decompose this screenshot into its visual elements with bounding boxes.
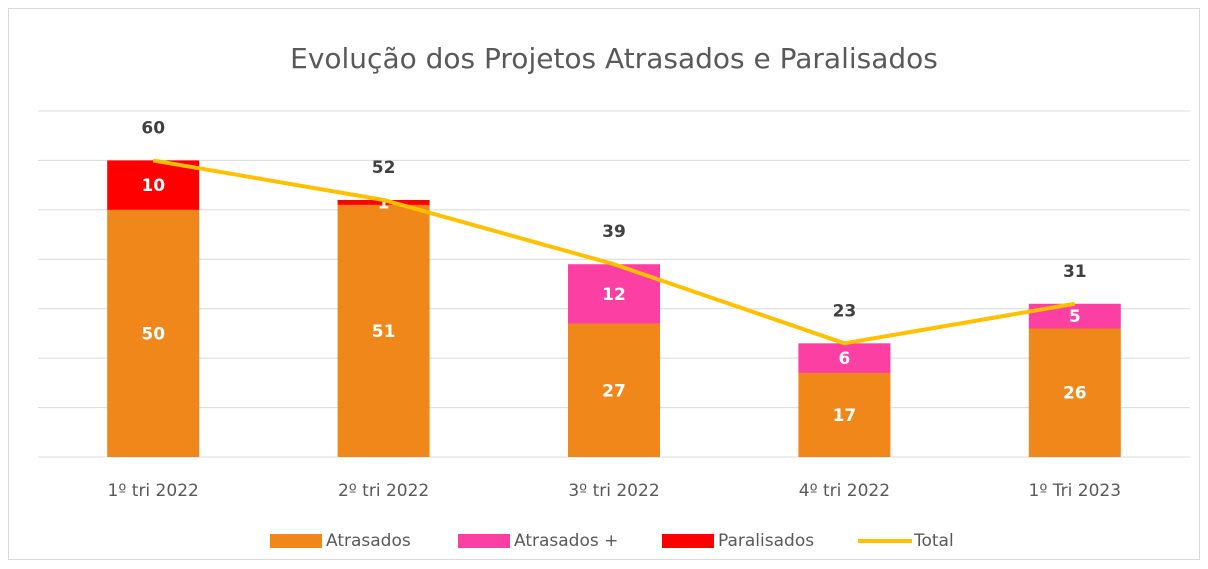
x-tick-label: 4º tri 2022 xyxy=(799,481,890,501)
legend-swatch xyxy=(662,534,714,548)
total-label: 60 xyxy=(141,118,165,138)
legend-label: Atrasados + xyxy=(514,531,618,551)
bar-segment xyxy=(107,160,200,210)
data-label: 12 xyxy=(602,285,626,305)
data-label: 6 xyxy=(838,349,850,369)
data-label: 17 xyxy=(833,406,857,426)
legend-label: Atrasados xyxy=(326,531,411,551)
x-tick-label: 1º Tri 2023 xyxy=(1029,481,1122,501)
bar-segment xyxy=(1028,328,1121,457)
legend-label: Paralisados xyxy=(718,531,814,551)
data-label: 51 xyxy=(372,322,396,342)
bar-segment xyxy=(337,199,430,205)
data-label: 27 xyxy=(602,381,626,401)
data-label: 26 xyxy=(1063,384,1087,404)
bar-segment xyxy=(798,343,891,373)
legend-swatch xyxy=(458,534,510,548)
total-label: 52 xyxy=(372,158,396,178)
data-label: 50 xyxy=(141,324,165,344)
data-label: 10 xyxy=(141,176,165,196)
bar-segment xyxy=(798,372,891,457)
legend-swatch xyxy=(270,534,322,548)
data-label: 1 xyxy=(378,193,390,213)
bar-segment xyxy=(568,323,660,457)
total-label: 39 xyxy=(602,222,626,242)
bar-segment xyxy=(337,204,430,457)
data-label: 5 xyxy=(1069,307,1081,327)
bar-segment xyxy=(107,209,200,457)
x-tick-label: 1º tri 2022 xyxy=(108,481,199,501)
x-tick-label: 3º tri 2022 xyxy=(568,481,659,501)
total-label: 23 xyxy=(833,301,857,321)
x-tick-label: 2º tri 2022 xyxy=(338,481,429,501)
chart-title: Evolução dos Projetos Atrasados e Parali… xyxy=(290,42,938,75)
total-line xyxy=(152,158,1076,346)
legend-label: Total xyxy=(913,531,954,551)
total-label: 31 xyxy=(1063,262,1087,282)
